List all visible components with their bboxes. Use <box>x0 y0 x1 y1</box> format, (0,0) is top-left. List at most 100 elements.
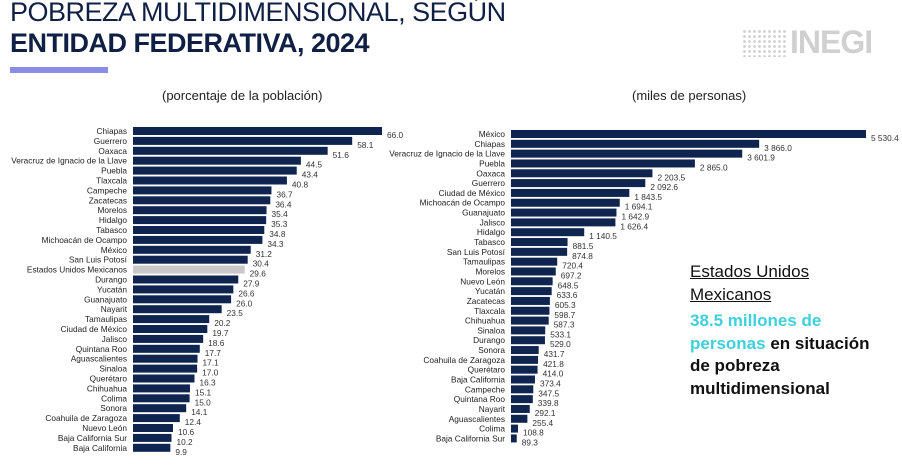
left-chart-subtitle: (porcentaje de la población) <box>162 88 323 103</box>
category-label: Durango <box>95 275 127 285</box>
callout-highlight-2: personas <box>690 333 766 353</box>
category-label: Colima <box>101 393 127 403</box>
category-label: Estados Unidos Mexicanos <box>27 265 127 275</box>
data-label: 58.1 <box>357 140 374 150</box>
bar <box>511 267 556 276</box>
data-label: 10.2 <box>176 437 193 447</box>
data-label: 26.0 <box>236 298 253 308</box>
bar <box>133 344 200 353</box>
bar <box>511 404 530 413</box>
inegi-logo: INEGI <box>742 24 873 61</box>
category-label: Chihuahua <box>87 383 128 393</box>
data-label: 36.4 <box>275 199 292 209</box>
bar <box>511 395 533 404</box>
category-label: Coahuila de Zaragoza <box>423 355 505 365</box>
data-label: 421.8 <box>543 359 564 369</box>
logo-text: INEGI <box>790 24 873 60</box>
data-label: 89.3 <box>522 437 539 447</box>
bar <box>511 326 546 335</box>
category-label: Michoacán de Ocampo <box>42 235 128 245</box>
data-label: 255.4 <box>532 418 553 428</box>
category-label: Guanajuato <box>462 208 505 218</box>
bar <box>133 404 187 413</box>
category-label: Coahuila de Zaragoza <box>45 413 127 423</box>
data-label: 3 601.9 <box>747 153 775 163</box>
summary-callout: Estados Unidos Mexicanos 38.5 millones d… <box>690 261 870 400</box>
bar <box>511 149 743 158</box>
data-label: 1 843.5 <box>634 192 662 202</box>
bar <box>511 238 568 247</box>
category-label: Michoacán de Ocampo <box>420 198 506 208</box>
callout-line-1: Estados Unidos <box>690 262 810 281</box>
title-line-1: POBREZA MULTIDIMENSIONAL, SEGÚN <box>10 0 506 27</box>
data-label: 43.4 <box>302 170 319 180</box>
bar <box>511 355 539 364</box>
category-label: Puebla <box>101 166 127 176</box>
data-label: 339.8 <box>538 398 559 408</box>
category-label: Oaxaca <box>98 146 127 156</box>
category-label: Tabasco <box>96 225 127 235</box>
bar <box>133 245 251 254</box>
bar <box>511 365 538 374</box>
bar <box>511 414 528 423</box>
data-label: 648.5 <box>558 280 579 290</box>
callout-highlight-1: 38.5 millones de <box>690 311 822 330</box>
bar <box>511 130 866 138</box>
category-label: Yucatán <box>97 284 127 294</box>
data-label: 40.8 <box>292 180 309 190</box>
category-label: Ciudad de México <box>439 188 506 198</box>
bar <box>511 336 545 345</box>
category-label: Hidalgo <box>99 215 128 225</box>
bar <box>133 226 265 234</box>
category-label: Quintana Roo <box>76 344 128 354</box>
category-label: Sinaloa <box>99 364 127 374</box>
data-label: 15.1 <box>195 387 212 397</box>
bar <box>133 334 204 343</box>
right-chart-subtitle: (miles de personas) <box>632 88 747 103</box>
category-label: Oaxaca <box>476 168 505 178</box>
bar <box>511 277 553 286</box>
bar <box>133 136 353 145</box>
data-label: 30.4 <box>253 259 270 269</box>
data-label: 533.1 <box>550 329 571 339</box>
bar <box>133 146 328 155</box>
data-label: 292.1 <box>535 408 556 418</box>
category-label: Baja California <box>73 443 127 453</box>
logo-dots-icon <box>742 28 786 57</box>
bar <box>133 285 234 294</box>
bar <box>133 305 222 314</box>
category-label: Yucatán <box>475 286 505 296</box>
data-label: 35.3 <box>271 219 288 229</box>
category-label: Morelos <box>97 205 127 215</box>
data-label: 529.0 <box>550 339 571 349</box>
data-label: 23.5 <box>227 308 244 318</box>
data-label: 51.6 <box>333 150 350 160</box>
category-label: San Luis Potosí <box>69 255 128 265</box>
category-label: Nayarit <box>101 304 128 314</box>
callout-line-4: de pobreza <box>690 356 780 375</box>
bar <box>133 364 198 373</box>
bar <box>511 257 558 266</box>
bar <box>133 443 171 452</box>
category-label: Hidalgo <box>477 227 506 237</box>
category-label: Querétaro <box>468 365 506 375</box>
category-label: Chiapas <box>97 126 127 136</box>
category-label: Tabasco <box>474 237 505 247</box>
bar <box>511 218 616 227</box>
bar <box>511 188 630 197</box>
bar <box>511 139 760 148</box>
data-label: 27.9 <box>243 279 260 289</box>
category-label: Colima <box>479 424 505 434</box>
bar <box>511 247 568 256</box>
category-label: México <box>479 129 506 139</box>
data-label: 1 626.4 <box>620 221 648 231</box>
bar <box>511 208 617 217</box>
data-label: 633.6 <box>557 290 578 300</box>
data-label: 347.5 <box>538 388 559 398</box>
bar <box>133 176 287 185</box>
data-label: 605.3 <box>555 300 576 310</box>
category-label: Baja California Sur <box>436 433 505 443</box>
bar <box>133 196 271 205</box>
category-label: Sonora <box>100 403 127 413</box>
category-label: Zacatecas <box>467 296 505 306</box>
